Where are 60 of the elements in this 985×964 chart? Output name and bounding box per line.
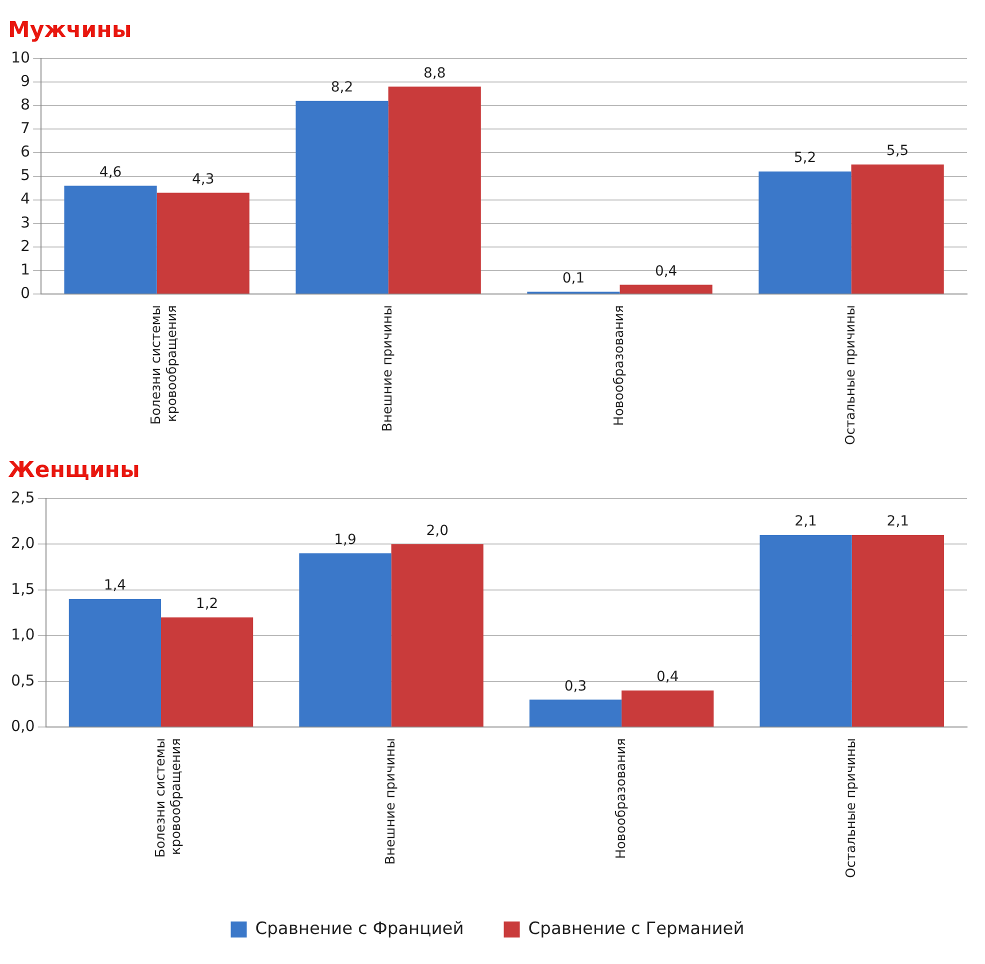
data-label: 4,6 [99, 164, 122, 180]
data-label: 0,3 [564, 678, 587, 694]
bar [529, 700, 622, 727]
y-tick-label: 0,5 [10, 671, 35, 690]
x-tick-label: Новообразования [614, 738, 629, 859]
y-tick-label: 1 [20, 260, 30, 278]
x-tick-label: Остальные причины [844, 305, 859, 446]
bar [156, 192, 250, 294]
bar [299, 553, 392, 727]
data-label: 5,2 [794, 150, 816, 166]
y-tick-label: 0 [20, 284, 30, 302]
y-tick-label: 5 [20, 166, 30, 184]
y-tick-label: 9 [20, 72, 30, 90]
x-tick-label: Остальные причины [844, 738, 860, 878]
bar [760, 534, 852, 727]
data-label: 0,1 [562, 270, 585, 286]
data-label: 8,8 [423, 65, 446, 82]
y-tick-label: 4 [20, 190, 30, 208]
y-tick-label: 0,0 [10, 717, 35, 736]
data-label: 2,1 [794, 514, 817, 530]
data-label: 2,1 [886, 514, 910, 530]
data-label: 8,2 [330, 79, 354, 96]
x-tick-label: Болезни системы кровообращения [149, 305, 180, 425]
y-tick-label: 2,5 [10, 488, 35, 506]
data-label: 5,5 [886, 143, 909, 160]
data-label: 1,2 [196, 596, 218, 612]
bar [620, 284, 712, 294]
y-tick-label: 10 [10, 48, 30, 66]
bar [852, 534, 944, 727]
bar [851, 164, 944, 294]
x-tick-label: Новообразования [612, 305, 628, 426]
data-label: 1,9 [334, 532, 356, 548]
data-label: 2,0 [426, 522, 448, 539]
y-tick-label: 6 [20, 142, 30, 161]
data-label: 0,4 [656, 669, 679, 686]
bar [388, 86, 481, 294]
y-tick-label: 8 [20, 95, 30, 114]
bar [391, 544, 484, 727]
bar [68, 599, 161, 727]
bar [64, 186, 157, 294]
bar [622, 690, 714, 727]
y-tick-label: 1,0 [10, 626, 35, 644]
legend-label: Сравнение с Германией [528, 918, 744, 939]
data-label: 0,4 [654, 263, 678, 280]
legend-label: Сравнение с Францией [255, 918, 464, 939]
chart-title: Женщины [8, 458, 140, 483]
y-tick-label: 3 [20, 213, 30, 232]
data-label: 4,3 [192, 171, 214, 188]
x-tick-label: Внешние причины [380, 305, 396, 432]
bar [296, 100, 388, 294]
data-label: 1,4 [104, 578, 126, 594]
y-tick-label: 2,0 [10, 534, 35, 552]
x-tick-label: Болезни системы кровообращения [153, 738, 184, 858]
y-tick-label: 7 [20, 119, 30, 138]
bar [758, 172, 852, 294]
y-tick-label: 1,5 [10, 580, 35, 598]
chart-title: Мужчины [8, 18, 132, 43]
y-tick-label: 2 [20, 236, 30, 255]
bar [161, 617, 254, 727]
x-tick-label: Внешние причины [384, 738, 399, 865]
